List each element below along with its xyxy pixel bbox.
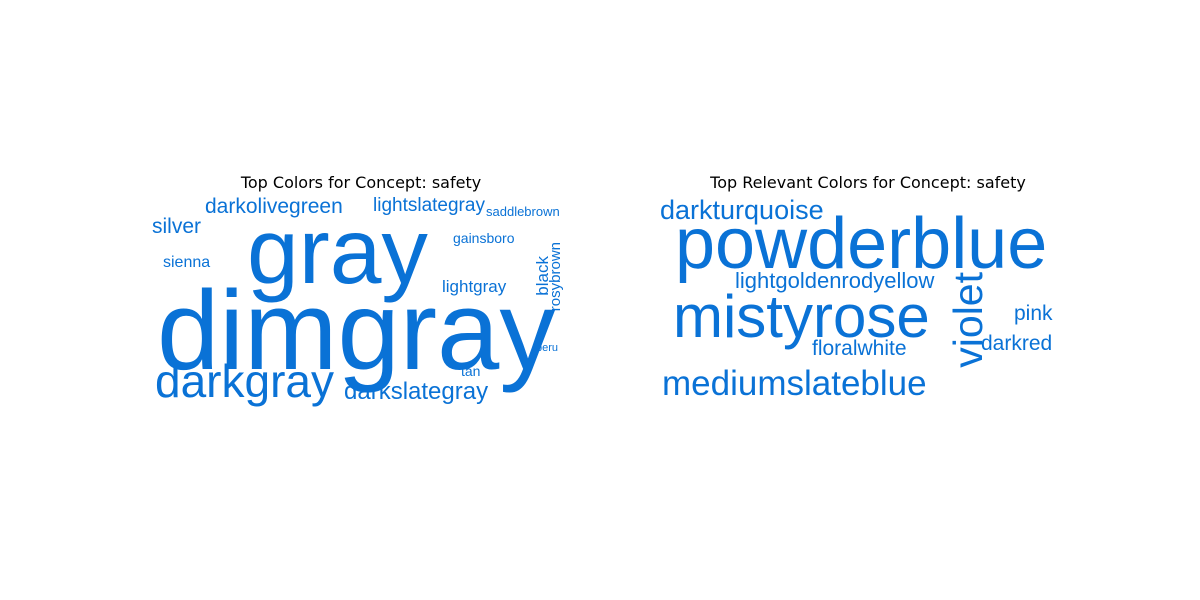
word-mistyrose: mistyrose (673, 283, 930, 350)
word-peru: peru (536, 342, 559, 354)
word-gainsboro: gainsboro (453, 230, 515, 246)
word-saddlebrown: saddlebrown (486, 204, 560, 219)
left-chart-title: Top Colors for Concept: safety (240, 173, 482, 192)
word-mediumslateblue: mediumslateblue (662, 364, 927, 403)
word-darkred: darkred (981, 332, 1053, 355)
word-tan: tan (461, 363, 481, 379)
word-darkturquoise: darkturquoise (660, 195, 824, 225)
word-lightslategray: lightslategray (373, 195, 485, 216)
word-sienna: sienna (163, 254, 211, 271)
word-darkgray: darkgray (155, 355, 334, 407)
word-floralwhite: floralwhite (812, 337, 907, 360)
word-pink: pink (1014, 302, 1053, 325)
word-lightgray: lightgray (442, 277, 507, 296)
word-darkslategray: darkslategray (344, 378, 489, 405)
word-gray: gray (247, 199, 428, 303)
word-darkolivegreen: darkolivegreen (205, 195, 343, 218)
word-lightgoldenrodyellow: lightgoldenrodyellow (735, 268, 935, 293)
word-dimgray: dimgray (157, 268, 556, 393)
word-silver: silver (152, 215, 202, 238)
word-powderblue: powderblue (675, 204, 1048, 284)
right-chart-title: Top Relevant Colors for Concept: safety (710, 173, 1026, 192)
